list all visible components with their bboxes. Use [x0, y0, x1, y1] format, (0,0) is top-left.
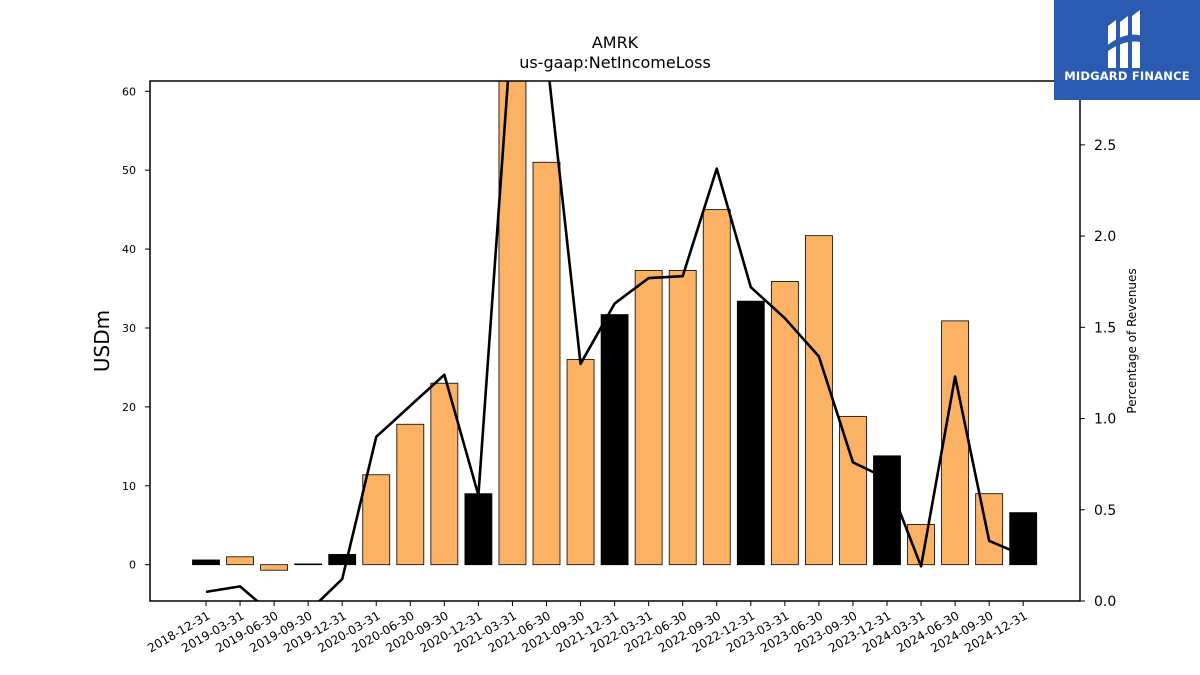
- logo-mark-icon: [1104, 10, 1148, 68]
- bar: [805, 235, 833, 566]
- y2-tick-label: 2.0: [1094, 229, 1116, 245]
- bar: [770, 281, 799, 566]
- percentage-line: [205, 81, 1024, 601]
- bar: [362, 474, 391, 566]
- bar: [702, 209, 731, 566]
- y-tick-label: 20: [122, 401, 136, 414]
- y-tick-label: 10: [122, 480, 136, 493]
- bar: [294, 563, 323, 566]
- y2-axis-label: Percentage of Revenues: [1125, 268, 1139, 413]
- logo-text: MIDGARD FINANCE: [1064, 69, 1190, 83]
- bar: [600, 314, 629, 566]
- bar: [430, 382, 459, 566]
- bar: [396, 423, 425, 566]
- bar: [839, 415, 867, 566]
- y2-tick-label: 1.0: [1094, 412, 1116, 428]
- bar: [975, 493, 1004, 566]
- y2-tick-label: 0.5: [1094, 503, 1116, 519]
- bar: [668, 269, 697, 566]
- y2-tick-label: 0.0: [1094, 594, 1116, 610]
- bar: [464, 493, 493, 566]
- y-tick-label: 0: [129, 559, 136, 572]
- y-tick-label: 50: [122, 164, 136, 177]
- bar: [634, 269, 663, 566]
- bar: [566, 359, 595, 566]
- bar-series: [192, 80, 1038, 571]
- y-axis-right: 0.0 0.5 1.0 1.5 2.0 2.5: [1080, 138, 1116, 610]
- chart-subtitle: us-gaap:NetIncomeLoss: [519, 53, 711, 72]
- bar: [941, 320, 969, 566]
- bar: [192, 559, 220, 566]
- y2-tick-label: 1.5: [1094, 320, 1116, 336]
- bar: [736, 300, 765, 566]
- y-axis-left: 0 10 20 30 40 50 60: [122, 85, 150, 572]
- y-tick-label: 60: [122, 85, 136, 98]
- bar: [532, 161, 561, 566]
- bar: [1009, 512, 1038, 566]
- bar: [226, 556, 254, 566]
- y-tick-label: 30: [122, 322, 136, 335]
- y-axis-label: USDm: [90, 310, 114, 372]
- y2-tick-label: 2.5: [1094, 138, 1116, 154]
- bar: [873, 455, 901, 566]
- line-series: [205, 81, 1024, 601]
- x-axis: 2018-12-312019-03-312019-06-302019-09-30…: [145, 601, 1030, 655]
- bar: [260, 564, 289, 571]
- midgard-finance-logo: MIDGARD FINANCE: [1054, 0, 1200, 100]
- y-tick-label: 40: [122, 243, 136, 256]
- bar: [328, 554, 357, 566]
- chart-title: AMRK: [592, 33, 639, 52]
